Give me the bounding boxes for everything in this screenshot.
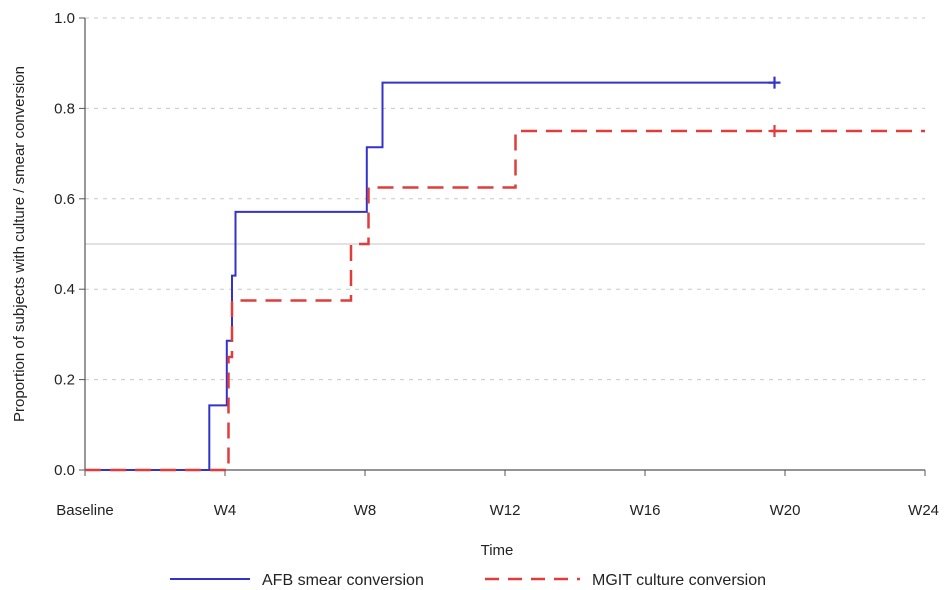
censor-mark xyxy=(768,125,781,137)
x-tick-label: W12 xyxy=(490,502,521,519)
x-tick-label: W8 xyxy=(354,502,377,519)
series xyxy=(85,76,925,472)
gridlines xyxy=(85,17,925,381)
legend-label-mgit: MGIT culture conversion xyxy=(592,572,766,589)
x-tick-label: W24 xyxy=(908,502,939,519)
y-tick-label: 0.2 xyxy=(54,372,75,389)
series-line-afb xyxy=(85,81,775,471)
y-ticks: 0.0 0.2 0.4 0.6 0.8 1.0 xyxy=(54,10,85,479)
legend-label-afb: AFB smear conversion xyxy=(262,572,424,589)
series-line-mgit xyxy=(85,129,925,472)
x-axis-label: Time xyxy=(481,542,514,559)
x-tick-label: W20 xyxy=(770,502,801,519)
y-tick-label: 0.8 xyxy=(54,100,75,117)
y-tick-label: 1.0 xyxy=(54,10,75,27)
x-tick-label: W4 xyxy=(214,502,237,519)
legend: AFB smear conversion MGIT culture conver… xyxy=(170,572,766,589)
y-tick-label: 0.4 xyxy=(54,281,75,298)
y-axis-label: Proportion of subjects with culture / sm… xyxy=(11,66,28,422)
x-tick-label: Baseline xyxy=(56,502,114,519)
censor-mark xyxy=(768,76,781,89)
y-tick-label: 0.0 xyxy=(54,462,75,479)
x-tick-label: W16 xyxy=(630,502,661,519)
x-ticks: Baseline W4 W8 W12 W16 W20 W24 xyxy=(56,470,939,519)
y-tick-label: 0.6 xyxy=(54,191,75,208)
